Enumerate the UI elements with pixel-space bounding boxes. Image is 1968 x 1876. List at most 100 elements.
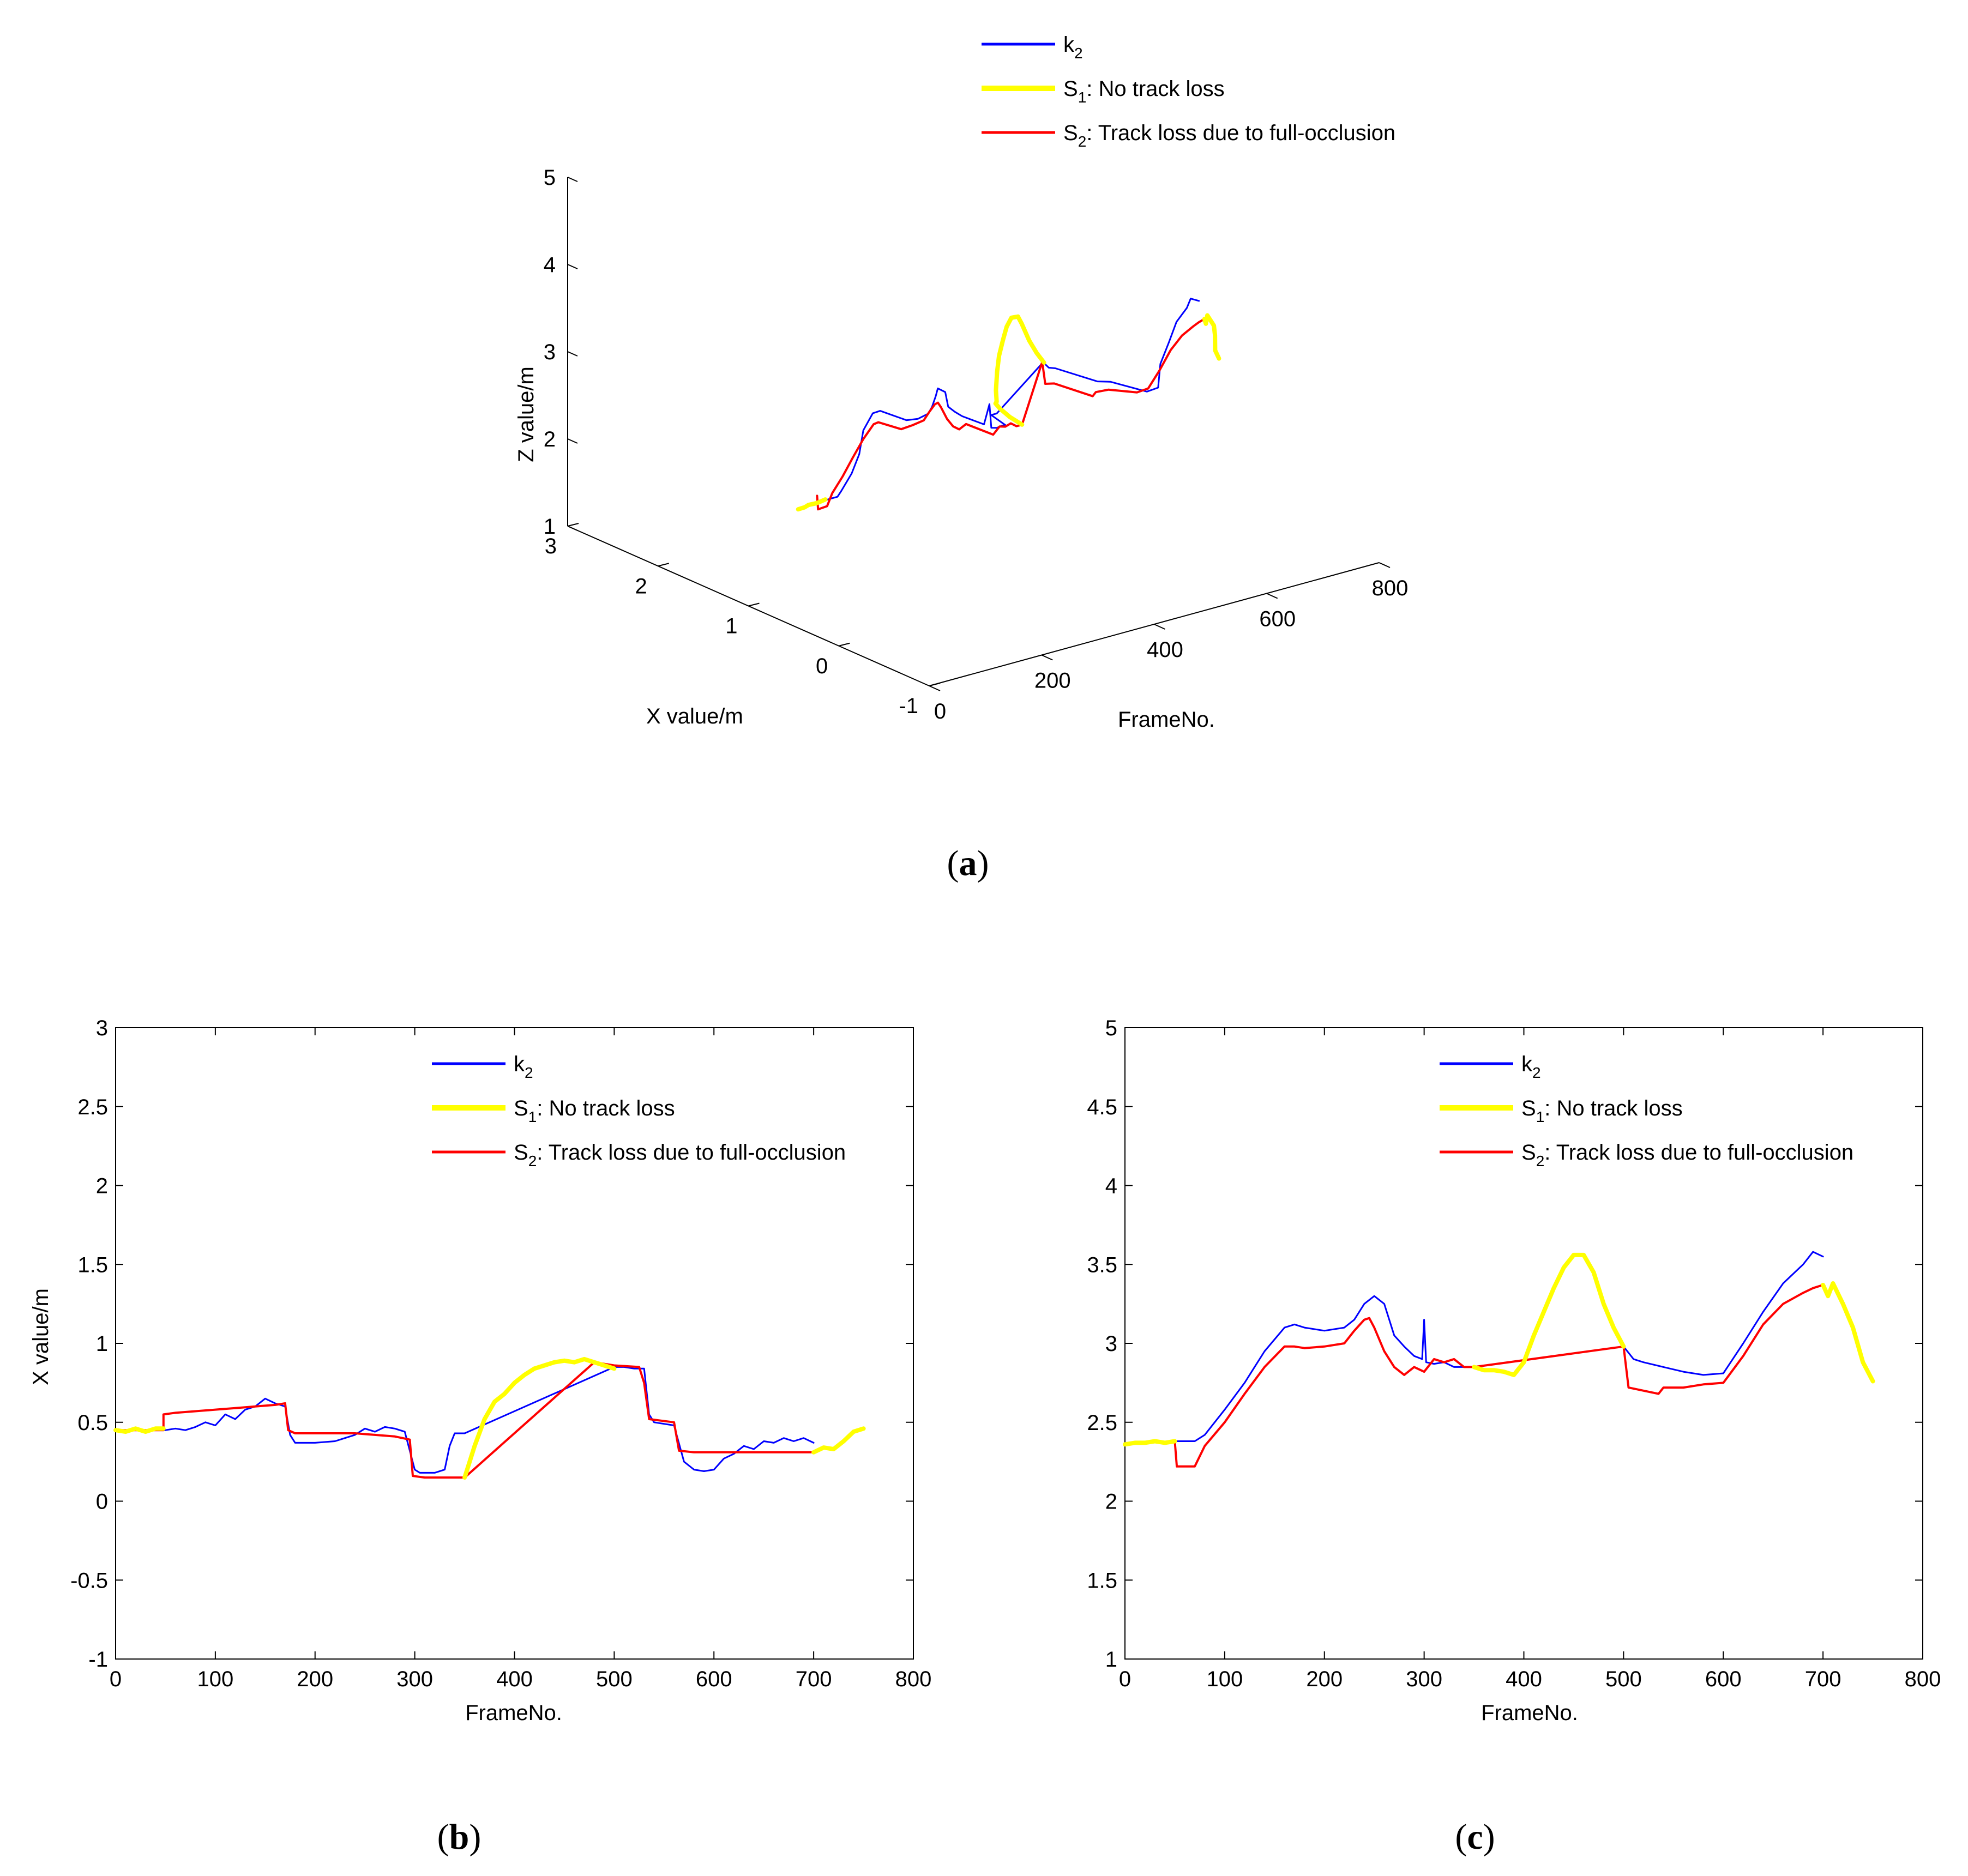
- a-x-tick-mark: [748, 602, 760, 607]
- a-x-tick-label: 1: [725, 614, 737, 638]
- c-lines: [1123, 1251, 1875, 1468]
- c-series-s1-3: [1472, 1252, 1626, 1377]
- b-ticks: 0 100 200 300 400 500 600 700 800 -1 -0.5 0 0.5 1 1.5 2…: [70, 1016, 931, 1691]
- a-ylabel: X value/m: [646, 704, 743, 728]
- b-ylabel: X value/m: [29, 1288, 53, 1385]
- a-lines: [796, 298, 1221, 512]
- b-series-k2-0: [115, 1366, 815, 1474]
- b-xtick-label: 700: [796, 1667, 832, 1691]
- a-z-tick-mark: [567, 264, 578, 269]
- a-series-s1-2: [796, 497, 828, 512]
- b-xtick-label: 100: [197, 1667, 234, 1691]
- c-ytick-label: 1: [1105, 1648, 1117, 1672]
- a-x-tick-mark: [929, 683, 941, 686]
- b-xlabel: FrameNo.: [465, 1701, 562, 1725]
- a-z-tick-label: 4: [544, 253, 556, 277]
- b-series-s1-2: [113, 1426, 166, 1434]
- c-xtick-label: 800: [1905, 1667, 1941, 1691]
- c-series-s2-1: [1173, 1283, 1825, 1468]
- b-frame: [115, 1027, 914, 1660]
- a-legend-label-1: S1: No track loss: [1063, 77, 1225, 106]
- c-xtick-label: 700: [1805, 1667, 1841, 1691]
- a-z-tick-label: 2: [544, 427, 556, 451]
- a-z-tick-label: 1: [544, 515, 556, 539]
- c-xtick-label: 600: [1705, 1667, 1742, 1691]
- a-series-k2-0: [825, 298, 1200, 501]
- b-legend-label-1: S1: No track loss: [514, 1096, 675, 1125]
- a-x-tick-mark: [567, 523, 579, 527]
- c-ytick-label: 1.5: [1087, 1569, 1117, 1593]
- b-xtick-label: 0: [110, 1667, 122, 1691]
- a-x-tick-label: -1: [899, 694, 918, 718]
- b-ytick-label: 0: [96, 1490, 108, 1514]
- a-z-tick-mark: [567, 438, 578, 444]
- c-xtick-label: 0: [1119, 1667, 1131, 1691]
- panel-c-chart: 0 100 200 300 400 500 600 700 800 1 1.5 2 2.5 3 3.5 4 4.…: [1087, 1016, 1941, 1857]
- a-series-s1-3: [993, 314, 1046, 427]
- c-plot-frame: [1124, 1027, 1923, 1660]
- b-ytick-label: 1.5: [77, 1253, 108, 1277]
- a-frame-tick-mark: [1154, 624, 1165, 630]
- c-xtick-label: 200: [1306, 1667, 1343, 1691]
- a-legend-label-0: k2: [1063, 33, 1083, 62]
- a-series-s1-4: [1202, 313, 1221, 361]
- a-frame-tick-label: 200: [1034, 669, 1071, 693]
- a-x-tick-label: 2: [635, 574, 647, 598]
- c-ytick-label: 2: [1105, 1490, 1117, 1514]
- b-xtick-label: 500: [596, 1667, 633, 1691]
- a-frame-tick-label: 600: [1259, 607, 1296, 631]
- b-series-s1-3: [462, 1356, 617, 1480]
- b-panel-letter: b: [449, 1817, 470, 1857]
- c-xtick-label: 100: [1207, 1667, 1243, 1691]
- c-panel-label: (c): [1455, 1817, 1495, 1857]
- a-z-tick-label: 3: [544, 340, 556, 364]
- c-xtick-label: 400: [1506, 1667, 1542, 1691]
- c-ticks: 0 100 200 300 400 500 600 700 800 1 1.5 2 2.5 3 3.5 4 4.…: [1087, 1016, 1941, 1691]
- b-lines: [113, 1356, 866, 1480]
- b-ytick-label: -0.5: [70, 1569, 108, 1593]
- c-legend: k2 S1: No track loss S2: Track loss due to…: [1440, 1052, 1853, 1169]
- b-series-s2-1: [115, 1361, 815, 1479]
- a-panel-label: (a): [947, 843, 989, 883]
- a-x-tick-mark: [658, 563, 669, 567]
- c-panel-letter: c: [1467, 1817, 1483, 1857]
- b-plot-frame: [115, 1027, 914, 1660]
- c-series-s1-2: [1123, 1439, 1177, 1447]
- c-legend-label-2: S2: Track loss due to full-occlusion: [1521, 1141, 1853, 1169]
- a-x-tick-label: 3: [545, 534, 557, 558]
- a-frame-tick-mark: [1041, 654, 1053, 661]
- c-frame: [1124, 1027, 1923, 1660]
- c-ytick-label: 3.5: [1087, 1253, 1117, 1277]
- b-ytick-label: 1: [96, 1332, 108, 1356]
- a-legend-label-2: S2: Track loss due to full-occlusion: [1063, 121, 1395, 150]
- b-legend-label-2: S2: Track loss due to full-occlusion: [514, 1141, 846, 1169]
- b-ytick-label: 0.5: [77, 1411, 108, 1435]
- a-panel-letter: a: [959, 843, 977, 883]
- a-legend: k2 S1: No track loss S2: Track loss due to…: [982, 33, 1395, 150]
- c-legend-label-1: S1: No track loss: [1521, 1096, 1683, 1125]
- b-xtick-label: 300: [396, 1667, 433, 1691]
- a-frame-tick-mark: [929, 685, 941, 691]
- a-frame-tick-label: 400: [1147, 638, 1183, 662]
- a-z-tick-mark: [567, 177, 578, 182]
- b-xtick-label: 400: [496, 1667, 533, 1691]
- a-z-tick-mark: [567, 526, 578, 531]
- a-frame-tick-mark: [1379, 562, 1391, 568]
- c-legend-label-0: k2: [1521, 1052, 1541, 1081]
- c-ytick-label: 5: [1105, 1016, 1117, 1040]
- c-ytick-label: 4.5: [1087, 1095, 1117, 1119]
- a-zlabel: Z value/m: [514, 366, 538, 462]
- panel-b-chart: 0 100 200 300 400 500 600 700 800 -1 -0.5 0 0.5 1 1.5 2…: [29, 1016, 931, 1857]
- b-xtick-label: 200: [297, 1667, 333, 1691]
- b-panel-label: (b): [437, 1817, 482, 1857]
- a-frame-tick-label: 800: [1372, 576, 1409, 600]
- c-series-s1-4: [1821, 1281, 1875, 1384]
- a-z-tick-label: 5: [544, 166, 556, 190]
- b-legend: k2 S1: No track loss S2: Track loss due to…: [432, 1052, 846, 1169]
- b-ytick-label: 2: [96, 1174, 108, 1198]
- b-ytick-label: -1: [88, 1648, 108, 1672]
- b-xtick-label: 800: [895, 1667, 932, 1691]
- a-axes: [567, 177, 1380, 686]
- a-xlabel: FrameNo.: [1118, 708, 1215, 732]
- a-x-tick-label: 0: [816, 654, 828, 678]
